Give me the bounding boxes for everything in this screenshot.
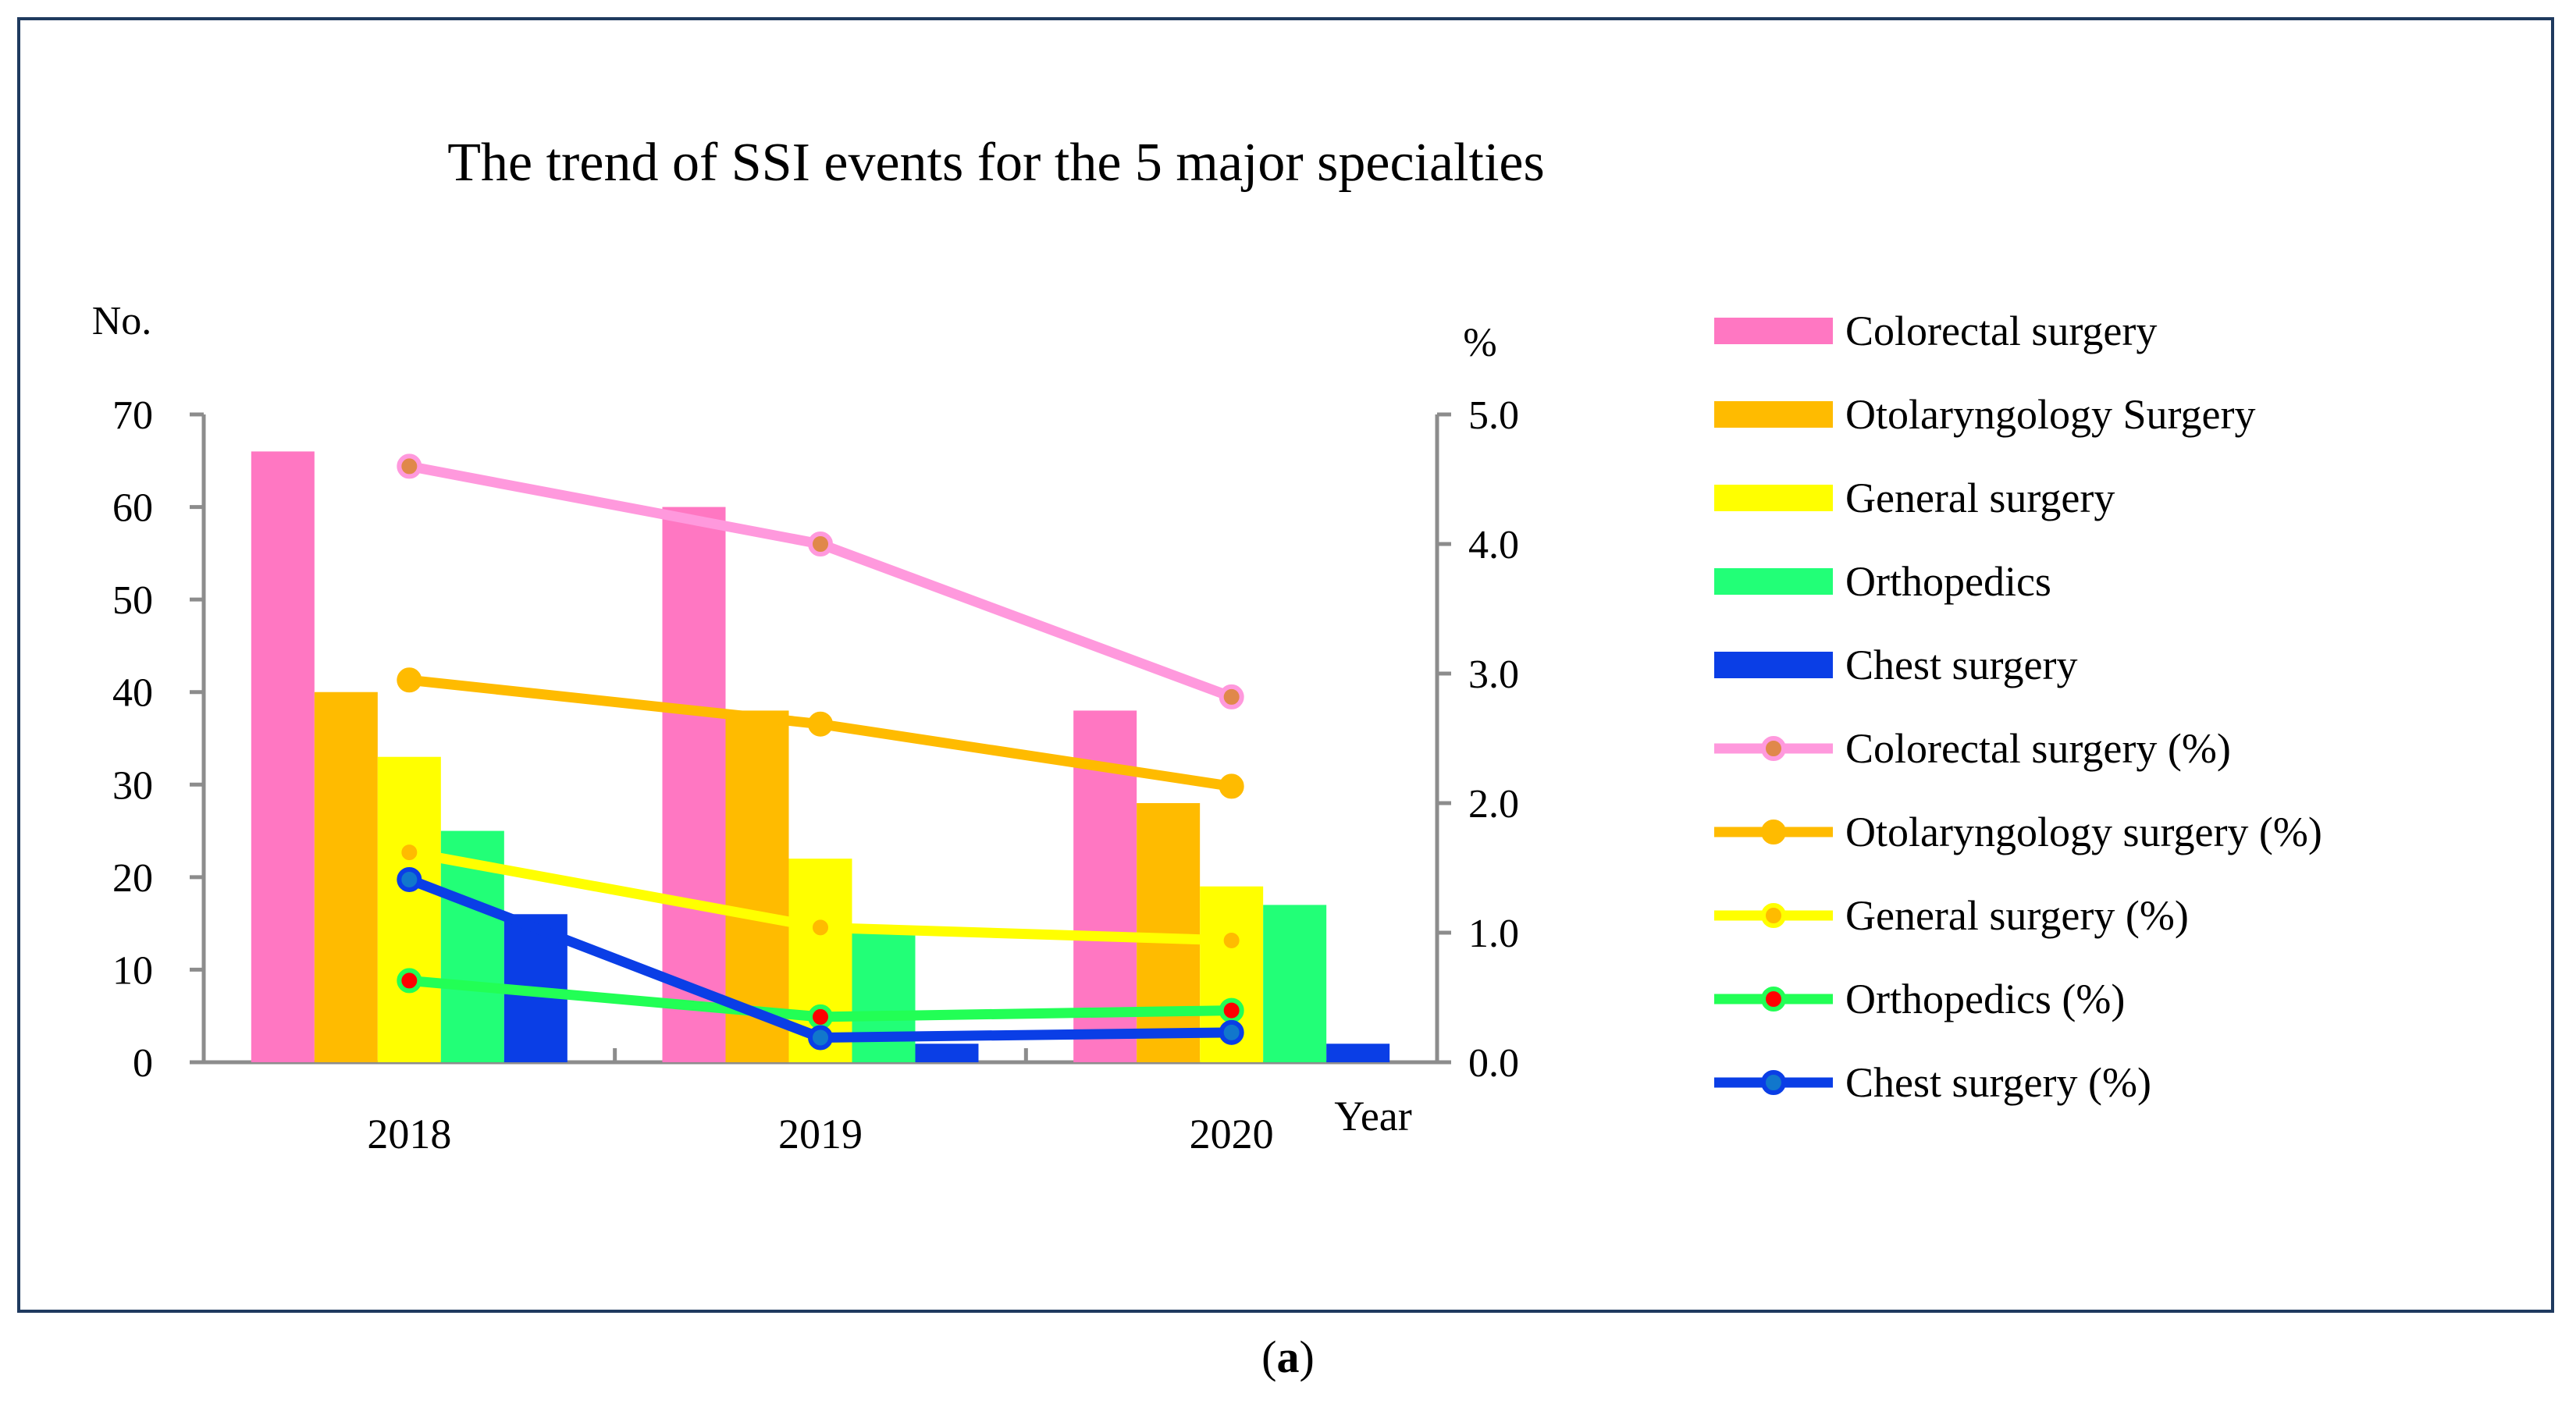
legend-marker (1761, 987, 1786, 1012)
point-otolaryngology-surgery-2019 (808, 711, 833, 737)
y-tick-label: 20 (112, 856, 153, 901)
legend-swatch (1714, 318, 1833, 344)
legend-swatch (1714, 401, 1833, 428)
y-tick-label: 60 (112, 486, 153, 531)
legend-label: Colorectal surgery (1845, 308, 2157, 354)
point-orthopedics-2020 (1219, 997, 1244, 1023)
point-general-surgery-2020 (1219, 927, 1244, 953)
x-tick-label: 2018 (367, 1111, 451, 1157)
point-otolaryngology-surgery-2018 (397, 667, 422, 693)
point-colorectal-surgery-2020 (1219, 684, 1244, 709)
bar-chest-surgery-2019 (915, 1044, 979, 1062)
y-tick-label: 10 (112, 948, 153, 993)
legend-label: Chest surgery (1845, 642, 2077, 688)
point-chest-surgery-2020 (1219, 1019, 1244, 1045)
legend-swatch (1714, 485, 1833, 511)
legend-label: General surgery (1845, 475, 2115, 521)
figure-caption: (a) (1261, 1332, 1315, 1382)
legend-label: Colorectal surgery (%) (1845, 725, 2231, 772)
bar-orthopedics-2019 (852, 933, 916, 1062)
legend-marker (1761, 736, 1786, 761)
legend-label: Orthopedics (1845, 558, 2051, 605)
y-tick-label: 50 (112, 578, 153, 623)
y2-tick-label: 1.0 (1468, 912, 1519, 956)
legend-label: General surgery (%) (1845, 892, 2189, 939)
point-colorectal-surgery-2019 (808, 532, 833, 556)
legend-swatch (1714, 652, 1833, 678)
x-axis-label: Year (1334, 1093, 1412, 1140)
line-colorectal-surgery (404, 460, 1237, 702)
y2-tick-label: 2.0 (1468, 782, 1519, 827)
bar-general-surgery-2018 (377, 756, 441, 1062)
y-tick-label: 30 (112, 763, 153, 808)
percent-lines (397, 453, 1244, 1051)
y-tick-label: 40 (112, 671, 153, 716)
figure-frame: The trend of SSI events for the 5 major … (17, 17, 2554, 1313)
bar-colorectal-surgery-2019 (662, 507, 726, 1062)
legend-label: Otolaryngology surgery (%) (1845, 809, 2322, 855)
y-tick-label: 0 (133, 1041, 153, 1086)
bar-otolaryngology-surgery-2018 (314, 692, 378, 1062)
point-otolaryngology-surgery-2020 (1219, 773, 1244, 799)
legend-marker (1761, 1070, 1786, 1095)
point-orthopedics-2018 (397, 968, 422, 994)
bar-colorectal-surgery-2018 (251, 451, 315, 1062)
legend-swatch (1714, 568, 1833, 595)
chart-canvas: The trend of SSI events for the 5 major … (92, 133, 2322, 1157)
y2-tick-label: 0.0 (1468, 1041, 1519, 1086)
point-general-surgery-2019 (808, 915, 833, 940)
point-orthopedics-2019 (808, 1004, 833, 1029)
x-tick-label: 2019 (778, 1111, 863, 1157)
point-chest-surgery-2018 (397, 866, 422, 892)
legend-label: Orthopedics (%) (1845, 976, 2125, 1022)
bar-orthopedics-2020 (1263, 905, 1327, 1062)
y-axis-label: No. (92, 299, 152, 343)
y2-tick-label: 4.0 (1468, 523, 1519, 567)
bar-otolaryngology-surgery-2020 (1137, 803, 1201, 1062)
legend-marker (1761, 820, 1786, 844)
point-general-surgery-2018 (397, 840, 422, 866)
x-tick-label: 2020 (1190, 1111, 1274, 1157)
legend: Colorectal surgery Otolaryngology Surgery… (1714, 308, 2322, 1106)
y2-tick-label: 5.0 (1468, 393, 1519, 438)
chart-title: The trend of SSI events for the 5 major … (447, 133, 1544, 193)
legend-label: Chest surgery (%) (1845, 1059, 2151, 1106)
point-chest-surgery-2019 (808, 1025, 833, 1051)
point-colorectal-surgery-2018 (397, 453, 422, 479)
legend-marker (1761, 903, 1786, 928)
y2-axis-label: % (1463, 321, 1496, 365)
bar-chest-surgery-2020 (1326, 1044, 1390, 1062)
legend-label: Otolaryngology Surgery (1845, 391, 2255, 438)
caption-letter: a (1276, 1332, 1300, 1382)
y-tick-label: 70 (112, 393, 153, 438)
y2-tick-label: 3.0 (1468, 652, 1519, 697)
